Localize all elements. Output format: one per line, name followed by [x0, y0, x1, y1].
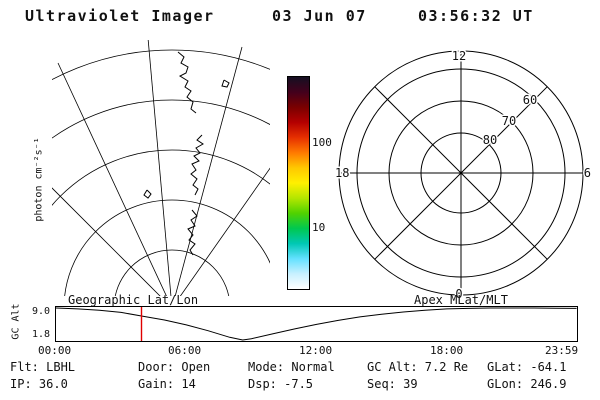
mlat-label-70: 70 [502, 114, 516, 128]
colorbar-gradient [287, 76, 310, 290]
app-title: Ultraviolet Imager [25, 7, 215, 25]
map-caption: Geographic Lat/Lon [68, 293, 199, 307]
polar-plot: 12 18 6 0 60 70 80 [334, 48, 593, 303]
map-coastlines [143, 51, 230, 256]
map-grid [52, 40, 270, 296]
colorbar-tick-10: 10 [312, 221, 326, 234]
gc-alt-curve [55, 307, 577, 341]
date-label: 03 Jun 07 [272, 7, 367, 25]
status-gain: Gain: 14 [138, 377, 196, 391]
mlat-label-60: 60 [523, 93, 537, 107]
timeline-ytick-bottom: 1.8 [31, 329, 50, 340]
timeline-ytick-top: 9.0 [31, 306, 50, 317]
status-flt: Flt: LBHL [10, 360, 76, 374]
xtick-1800: 18:00 [430, 344, 464, 357]
status-glon: GLon: 246.9 [487, 377, 567, 391]
colorbar-tick-100: 100 [312, 136, 332, 149]
polar-grid [338, 50, 584, 296]
xtick-0000: 00:00 [38, 344, 72, 357]
status-seq: Seq: 39 [367, 377, 418, 391]
status-ip: IP: 36.0 [10, 377, 68, 391]
status-glat: GLat: -64.1 [487, 360, 567, 374]
xtick-2359: 23:59 [545, 344, 579, 357]
colorbar-units-label: photon cm⁻²s⁻¹ [33, 137, 45, 222]
mlt-label-18: 18 [335, 166, 349, 180]
polar-caption: Apex MLat/MLT [414, 293, 508, 307]
timeline-ylabel: GC Alt [10, 303, 22, 340]
time-label: 03:56:32 UT [418, 7, 534, 25]
geographic-map [52, 40, 270, 296]
status-dsp: Dsp: -7.5 [248, 377, 314, 391]
timeline-frame [55, 306, 578, 342]
status-mode: Mode: Normal [248, 360, 335, 374]
altitude-timeline [55, 306, 578, 342]
xtick-0600: 06:00 [168, 344, 202, 357]
status-gcalt: GC Alt: 7.2 Re [367, 360, 469, 374]
mlat-label-80: 80 [483, 133, 497, 147]
mlt-label-6: 6 [584, 166, 591, 180]
xtick-1200: 12:00 [299, 344, 333, 357]
mlt-label-12: 12 [452, 49, 466, 63]
status-door: Door: Open [138, 360, 211, 374]
mlt-label-0: 0 [455, 287, 462, 301]
